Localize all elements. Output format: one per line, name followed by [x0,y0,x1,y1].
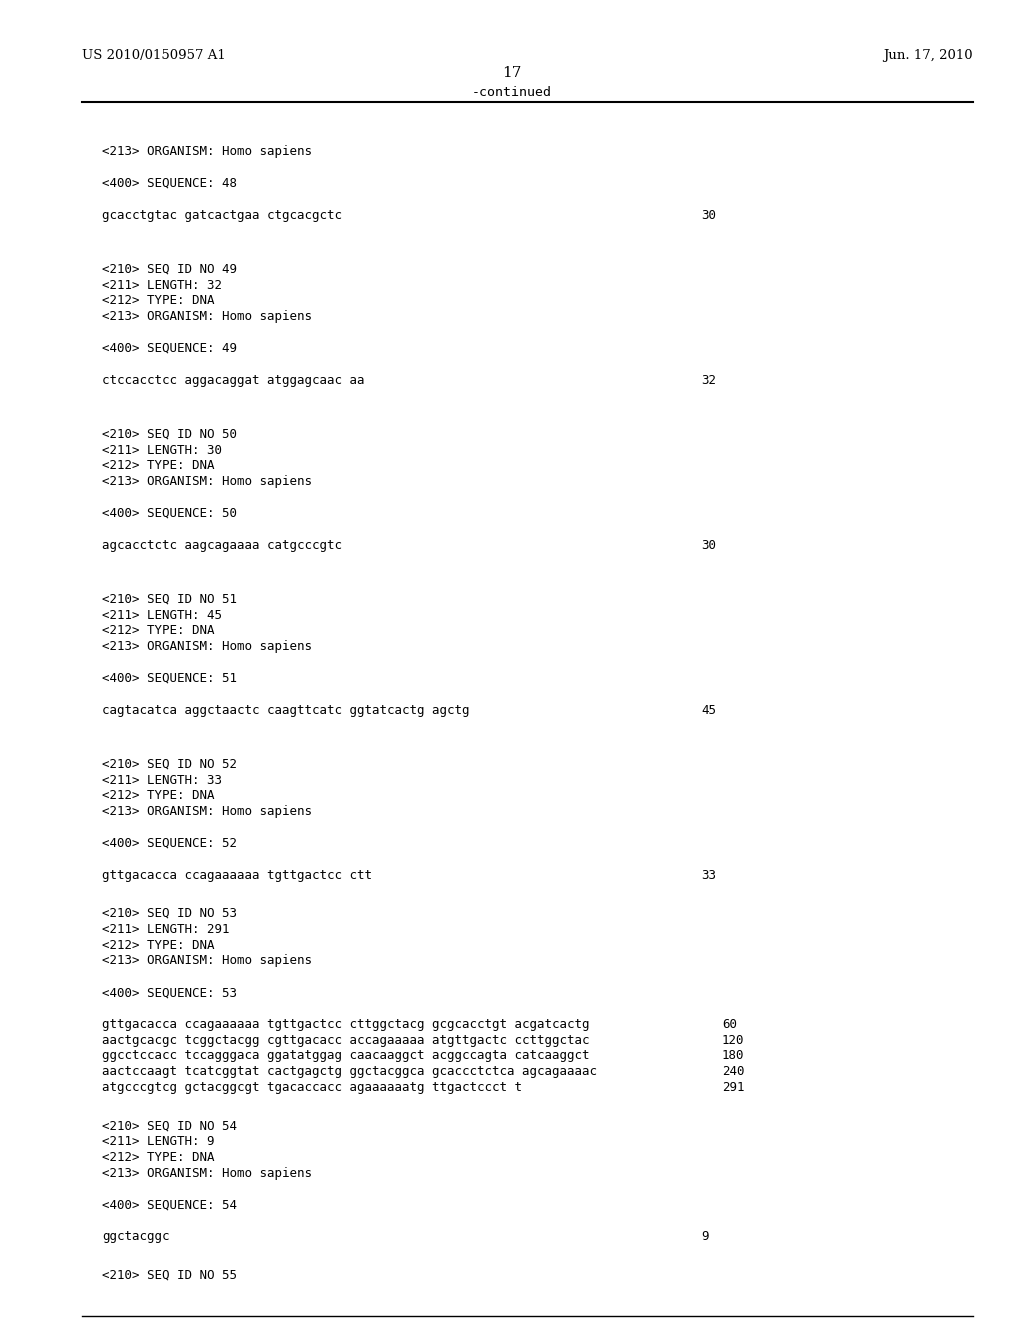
Text: 180: 180 [722,1049,744,1063]
Text: <400> SEQUENCE: 54: <400> SEQUENCE: 54 [102,1199,238,1212]
Text: 60: 60 [722,1018,737,1031]
Text: Jun. 17, 2010: Jun. 17, 2010 [883,49,973,62]
Text: 9: 9 [701,1230,709,1243]
Text: <400> SEQUENCE: 52: <400> SEQUENCE: 52 [102,837,238,850]
Text: ggctacggc: ggctacggc [102,1230,170,1243]
Text: 30: 30 [701,539,717,552]
Text: 17: 17 [503,66,521,81]
Text: <211> LENGTH: 32: <211> LENGTH: 32 [102,279,222,292]
Text: 45: 45 [701,704,717,717]
Text: 32: 32 [701,374,717,387]
Text: cagtacatca aggctaactc caagttcatc ggtatcactg agctg: cagtacatca aggctaactc caagttcatc ggtatca… [102,704,470,717]
Text: <213> ORGANISM: Homo sapiens: <213> ORGANISM: Homo sapiens [102,310,312,323]
Text: atgcccgtcg gctacggcgt tgacaccacc agaaaaaatg ttgactccct t: atgcccgtcg gctacggcgt tgacaccacc agaaaaa… [102,1081,522,1094]
Text: gcacctgtac gatcactgaa ctgcacgctc: gcacctgtac gatcactgaa ctgcacgctc [102,209,342,222]
Text: <211> LENGTH: 9: <211> LENGTH: 9 [102,1135,215,1148]
Text: <210> SEQ ID NO 55: <210> SEQ ID NO 55 [102,1269,238,1282]
Text: <400> SEQUENCE: 49: <400> SEQUENCE: 49 [102,342,238,355]
Text: -continued: -continued [472,86,552,99]
Text: <211> LENGTH: 291: <211> LENGTH: 291 [102,923,230,936]
Text: 120: 120 [722,1034,744,1047]
Text: <212> TYPE: DNA: <212> TYPE: DNA [102,789,215,803]
Text: <210> SEQ ID NO 52: <210> SEQ ID NO 52 [102,758,238,771]
Text: <212> TYPE: DNA: <212> TYPE: DNA [102,939,215,952]
Text: <212> TYPE: DNA: <212> TYPE: DNA [102,1151,215,1164]
Text: <213> ORGANISM: Homo sapiens: <213> ORGANISM: Homo sapiens [102,475,312,488]
Text: 33: 33 [701,869,717,882]
Text: gttgacacca ccagaaaaaa tgttgactcc ctt: gttgacacca ccagaaaaaa tgttgactcc ctt [102,869,373,882]
Text: <210> SEQ ID NO 51: <210> SEQ ID NO 51 [102,593,238,606]
Text: <213> ORGANISM: Homo sapiens: <213> ORGANISM: Homo sapiens [102,145,312,158]
Text: <210> SEQ ID NO 50: <210> SEQ ID NO 50 [102,428,238,441]
Text: agcacctctc aagcagaaaa catgcccgtc: agcacctctc aagcagaaaa catgcccgtc [102,539,342,552]
Text: <211> LENGTH: 45: <211> LENGTH: 45 [102,609,222,622]
Text: 291: 291 [722,1081,744,1094]
Text: aactccaagt tcatcggtat cactgagctg ggctacggca gcaccctctca agcagaaaac: aactccaagt tcatcggtat cactgagctg ggctacg… [102,1065,597,1078]
Text: <212> TYPE: DNA: <212> TYPE: DNA [102,624,215,638]
Text: 240: 240 [722,1065,744,1078]
Text: <213> ORGANISM: Homo sapiens: <213> ORGANISM: Homo sapiens [102,640,312,653]
Text: <400> SEQUENCE: 53: <400> SEQUENCE: 53 [102,986,238,999]
Text: gttgacacca ccagaaaaaa tgttgactcc cttggctacg gcgcacctgt acgatcactg: gttgacacca ccagaaaaaa tgttgactcc cttggct… [102,1018,590,1031]
Text: <212> TYPE: DNA: <212> TYPE: DNA [102,459,215,473]
Text: <400> SEQUENCE: 48: <400> SEQUENCE: 48 [102,177,238,190]
Text: <213> ORGANISM: Homo sapiens: <213> ORGANISM: Homo sapiens [102,1167,312,1180]
Text: 30: 30 [701,209,717,222]
Text: <212> TYPE: DNA: <212> TYPE: DNA [102,294,215,308]
Text: <210> SEQ ID NO 54: <210> SEQ ID NO 54 [102,1119,238,1133]
Text: ggcctccacc tccagggaca ggatatggag caacaaggct acggccagta catcaaggct: ggcctccacc tccagggaca ggatatggag caacaag… [102,1049,590,1063]
Text: <210> SEQ ID NO 53: <210> SEQ ID NO 53 [102,907,238,920]
Text: <400> SEQUENCE: 50: <400> SEQUENCE: 50 [102,507,238,520]
Text: <210> SEQ ID NO 49: <210> SEQ ID NO 49 [102,263,238,276]
Text: <211> LENGTH: 30: <211> LENGTH: 30 [102,444,222,457]
Text: <400> SEQUENCE: 51: <400> SEQUENCE: 51 [102,672,238,685]
Text: aactgcacgc tcggctacgg cgttgacacc accagaaaaa atgttgactc ccttggctac: aactgcacgc tcggctacgg cgttgacacc accagaa… [102,1034,590,1047]
Text: US 2010/0150957 A1: US 2010/0150957 A1 [82,49,225,62]
Text: <213> ORGANISM: Homo sapiens: <213> ORGANISM: Homo sapiens [102,805,312,818]
Text: <213> ORGANISM: Homo sapiens: <213> ORGANISM: Homo sapiens [102,954,312,968]
Text: ctccacctcc aggacaggat atggagcaac aa: ctccacctcc aggacaggat atggagcaac aa [102,374,365,387]
Text: <211> LENGTH: 33: <211> LENGTH: 33 [102,774,222,787]
